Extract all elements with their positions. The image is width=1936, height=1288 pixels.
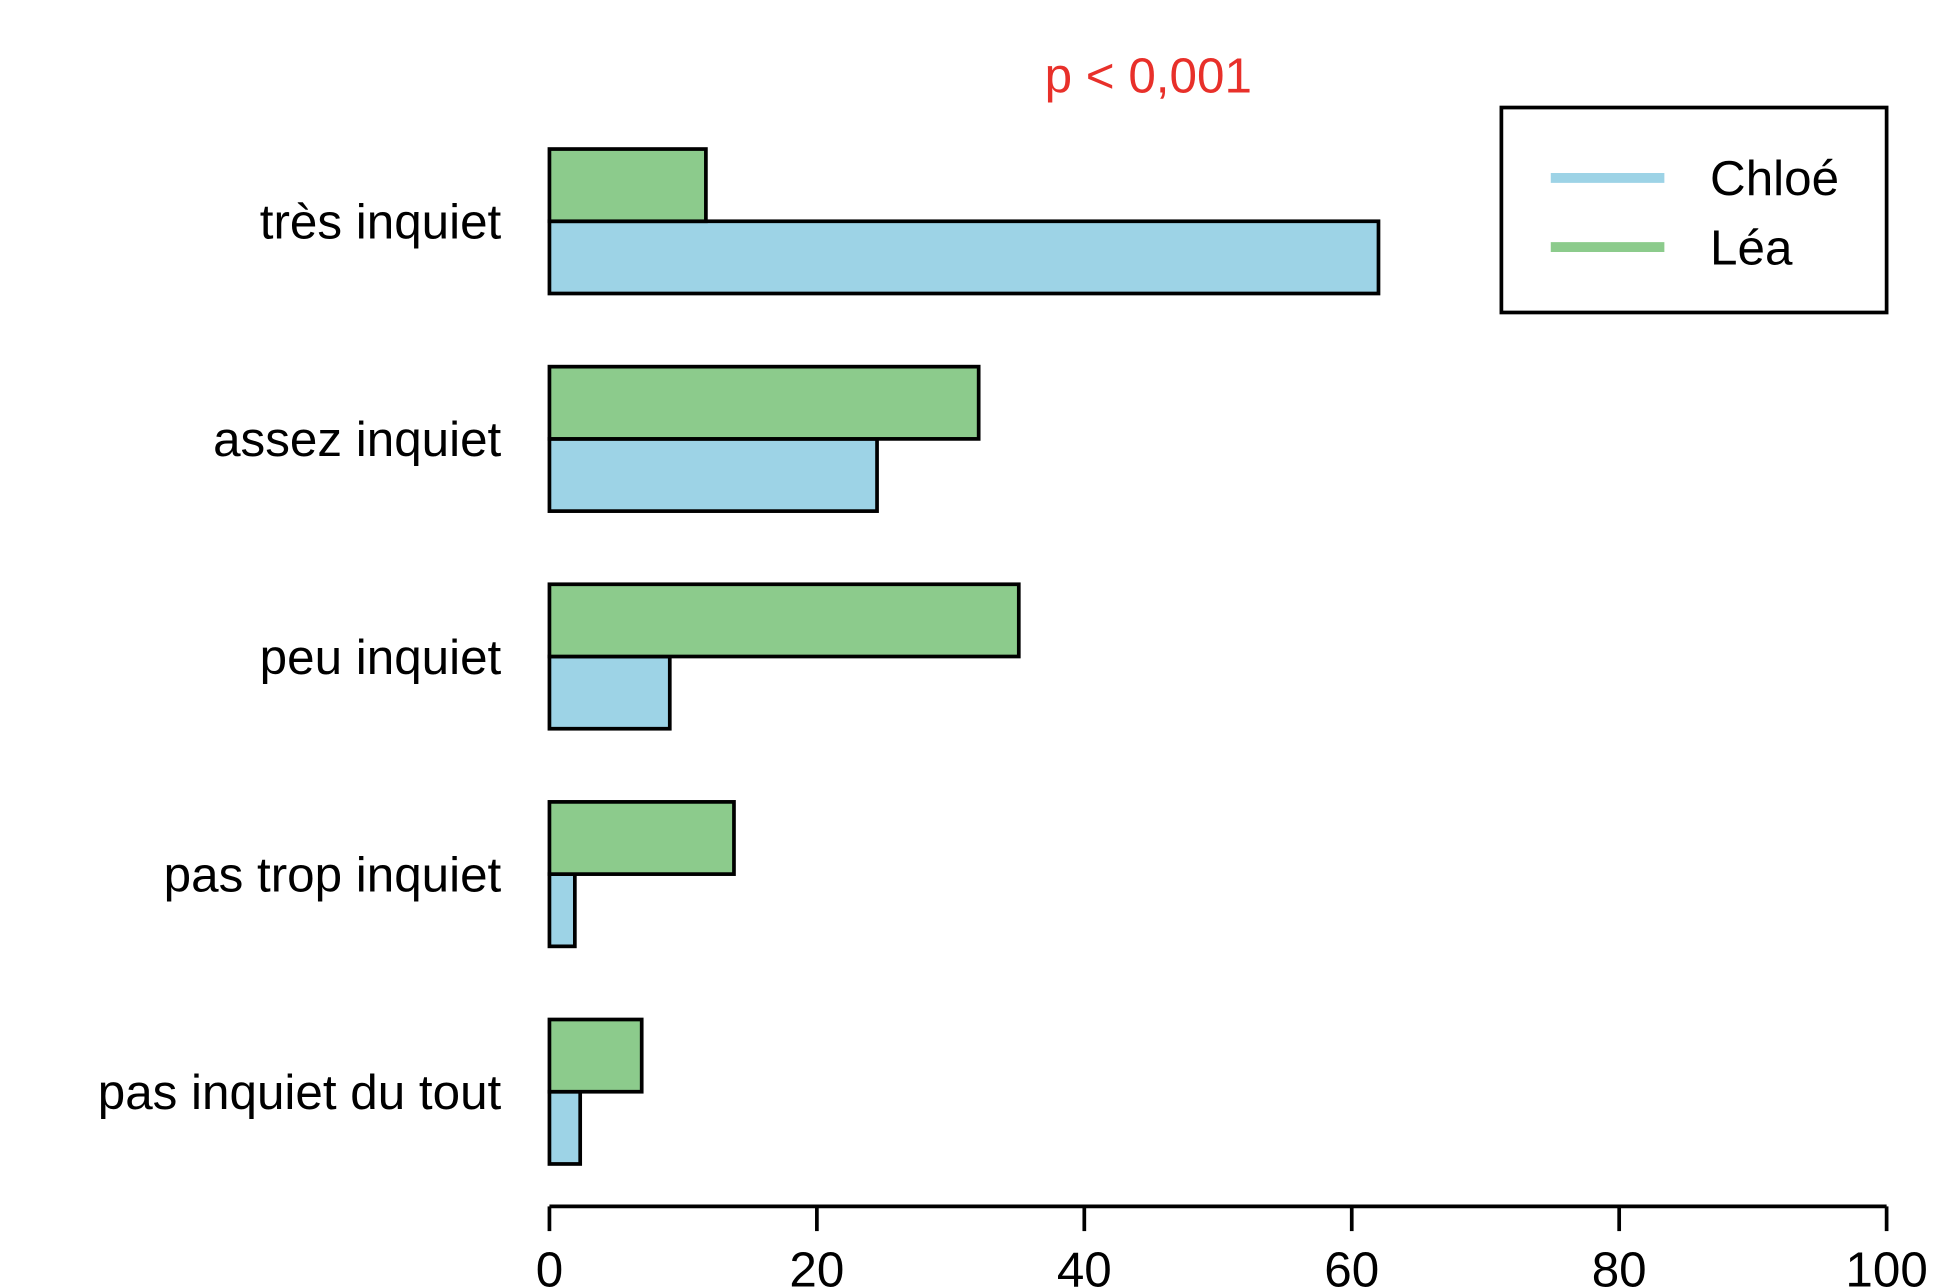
x-tick-label: 40 bbox=[1057, 1243, 1112, 1288]
x-tick-label: 0 bbox=[536, 1243, 563, 1288]
bar bbox=[547, 1017, 644, 1094]
x-tick-label: 20 bbox=[789, 1243, 844, 1288]
annotation: p < 0,001 bbox=[1045, 49, 1252, 104]
legend-label: Chloé bbox=[1710, 151, 1839, 206]
bar bbox=[547, 800, 736, 876]
bar bbox=[547, 437, 879, 513]
bar bbox=[547, 872, 577, 949]
y-tick-label: pas trop inquiet bbox=[164, 847, 502, 902]
bar bbox=[547, 582, 1021, 659]
x-tick-label: 80 bbox=[1592, 1243, 1647, 1288]
legend-box bbox=[1499, 105, 1889, 315]
x-tick-label: 60 bbox=[1324, 1243, 1379, 1288]
legend-label: Léa bbox=[1710, 220, 1793, 275]
y-tick-label: pas inquiet du tout bbox=[98, 1065, 502, 1120]
x-tick-label: 100 bbox=[1845, 1243, 1927, 1288]
bar bbox=[547, 219, 1381, 296]
bar bbox=[547, 147, 708, 224]
bar bbox=[547, 654, 672, 731]
bar bbox=[547, 1089, 583, 1166]
bar bbox=[547, 364, 981, 441]
y-tick-label: très inquiet bbox=[260, 195, 502, 250]
y-tick-label: peu inquiet bbox=[260, 630, 502, 685]
y-tick-label: assez inquiet bbox=[213, 412, 501, 467]
